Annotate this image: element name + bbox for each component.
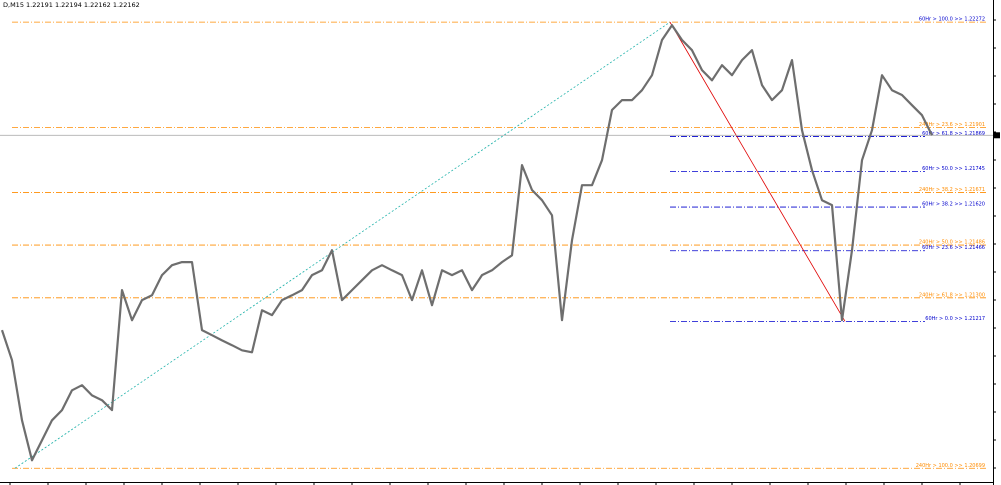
fib-level-label: 240Hr > 23.6 >> 1.21901 <box>919 122 985 128</box>
fib-level-label: 240Hr > 50.0 >> 1.21486 <box>919 240 985 246</box>
fib-trend-line <box>14 21 671 469</box>
fib-level-label: 240Hr > 38.2 >> 1.21671 <box>919 187 985 193</box>
fib-level-label: 60Hr > 0.0 >> 1.21217 <box>925 316 985 322</box>
fib-level-label: 240Hr > 100.0 >> 1.20699 <box>916 463 985 469</box>
fib-trend-line <box>669 21 846 322</box>
fib-level-label: 60Hr > 38.2 >> 1.21620 <box>922 202 985 208</box>
chart-title: D,M15 1.22191 1.22194 1.22162 1.22162 <box>3 1 140 9</box>
fib-level-label: 60Hr > 23.6 >> 1.21466 <box>922 245 985 251</box>
fib-level-label: 60Hr > 50.0 >> 1.21745 <box>922 166 985 172</box>
fib-level-label: 60Hr > 100.0 >> 1.22272 <box>919 17 985 23</box>
fib-level-label: 240Hr > 61.8 >> 1.21300 <box>919 292 985 298</box>
fib-level-label: 60Hr > 61.8 >> 1.21869 <box>922 131 985 137</box>
price-line <box>0 24 933 462</box>
current-price-marker <box>994 132 1000 139</box>
